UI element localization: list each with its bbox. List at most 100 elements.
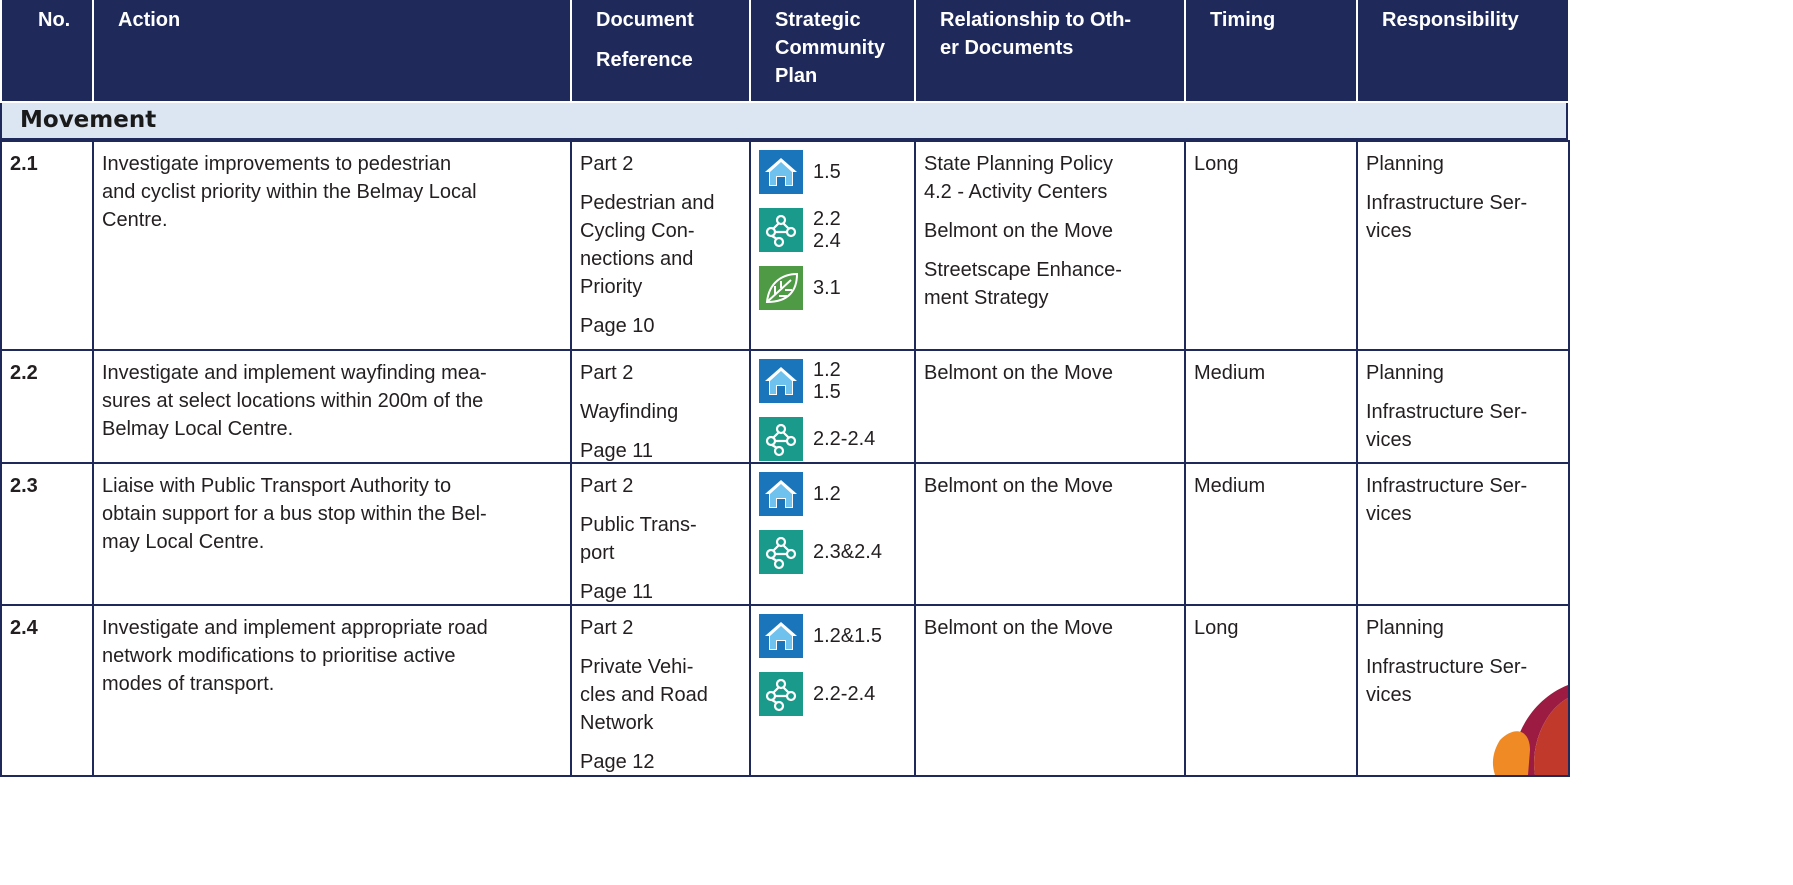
number-cell: 2.4: [0, 604, 94, 777]
responsibility-cell: Planning Infrastructure Ser-vices: [1356, 349, 1570, 464]
paragraph: State Planning Policy 4.2 - Activity Cent…: [924, 150, 1176, 206]
header-text: Responsibility: [1382, 9, 1519, 31]
scp-label: 2.2-2.4: [813, 683, 876, 705]
icon-leaf: [759, 266, 803, 310]
timing: Long: [1194, 153, 1239, 175]
scp-labels: 2.2-2.4: [813, 683, 875, 705]
scp-labels: 2.2-2.4: [813, 428, 875, 450]
scp-labels: 1.5: [813, 161, 841, 183]
text-line: vices: [1366, 503, 1412, 525]
text-line: Cycling Con-: [580, 220, 695, 242]
row-number: 2.1: [10, 153, 38, 175]
timing: Long: [1194, 617, 1239, 639]
action-cell: Investigate and implement appropriate ro…: [92, 604, 572, 777]
scp-label: 1.5: [813, 381, 841, 403]
text-line: Page 11: [580, 581, 654, 603]
scp-label: 2.2-2.4: [813, 428, 876, 450]
header-text: Relationship to Oth-: [940, 9, 1132, 31]
paragraph: Streetscape Enhance-ment Strategy: [924, 256, 1176, 312]
text-line: Infrastructure Ser-: [1366, 401, 1528, 423]
row-number: 2.2: [10, 362, 38, 384]
header-cell: Relationship to Oth-er Documents: [914, 0, 1186, 103]
responsibility-cell: Planning Infrastructure Ser-vices: [1356, 604, 1570, 777]
icon-home: [759, 614, 803, 658]
text-line: Belmont on the Move: [924, 617, 1113, 639]
header-text: Community: [775, 37, 885, 59]
scp-item: 2.2-2.4: [759, 417, 906, 461]
timing-cell: Long: [1184, 140, 1358, 351]
text-line: Belmont on the Move: [924, 220, 1113, 242]
text-line: vices: [1366, 429, 1412, 451]
responsibility-cell: Infrastructure Ser-vices: [1356, 462, 1570, 606]
paragraph: Part 2: [580, 359, 741, 387]
relationship-cell: Belmont on the Move: [914, 349, 1186, 464]
text-line: Centre.: [102, 209, 168, 231]
header-cell: No.: [0, 0, 94, 103]
text-line: Belmay Local Centre.: [102, 418, 294, 440]
document-cell: Part 2 Public Trans-port Page 11: [570, 462, 751, 606]
text-line: 4.2 - Activity Centers: [924, 181, 1108, 203]
scp-cell: 1.5 2.2 2.4 3.1: [749, 140, 916, 351]
scp-label: 2.2: [813, 208, 841, 230]
scp-labels: 3.1: [813, 277, 841, 299]
paragraph: Wayfinding: [580, 398, 741, 426]
text-line: obtain support for a bus stop within the…: [102, 503, 487, 525]
text-line: Priority: [580, 276, 643, 298]
icon-network: [759, 672, 803, 716]
row-number: 2.3: [10, 475, 38, 497]
paragraph: Page 11: [580, 437, 741, 462]
text-line: port: [580, 542, 615, 564]
scp-item: 3.1: [759, 266, 906, 310]
paragraph: Pedestrian and Cycling Con-nections and Pr…: [580, 189, 741, 301]
scp-cell: 1.2&1.5 2.2-2.4: [749, 604, 916, 777]
text-line: Private Vehi-: [580, 656, 694, 678]
header-cell: Action: [92, 0, 572, 103]
text-line: Part 2: [580, 475, 634, 497]
text-line: and cyclist priority within the Belmay L…: [102, 181, 477, 203]
timing: Medium: [1194, 362, 1266, 384]
text-line: Public Trans-: [580, 514, 697, 536]
icon-network: [759, 530, 803, 574]
relationship-cell: Belmont on the Move: [914, 462, 1186, 606]
paragraph: Belmont on the Move: [924, 359, 1176, 387]
paragraph: Belmont on the Move: [924, 614, 1176, 642]
scp-cell: 1.2 1.5 2.2-2.4: [749, 349, 916, 464]
text-line: Part 2: [580, 617, 634, 639]
text-line: Infrastructure Ser-: [1366, 656, 1528, 678]
header-text: Strategic: [775, 9, 861, 31]
scp-labels: 1.2 1.5: [813, 359, 841, 403]
paragraph: Page 11: [580, 578, 741, 604]
text-line: State Planning Policy: [924, 153, 1114, 175]
responsibility-cell: Planning Infrastructure Ser-vices: [1356, 140, 1570, 351]
relationship-cell: Belmont on the Move: [914, 604, 1186, 777]
scp-item: 2.2 2.4: [759, 208, 906, 252]
paragraph: Planning: [1366, 150, 1560, 178]
header-text: Action: [118, 9, 181, 31]
header-text: Document: [596, 9, 694, 31]
text-line: Streetscape Enhance-: [924, 259, 1122, 281]
text-line: Page 12: [580, 751, 655, 773]
text-line: Infrastructure Ser-: [1366, 192, 1528, 214]
text-line: Part 2: [580, 362, 634, 384]
paragraph: Belmont on the Move: [924, 472, 1176, 500]
number-cell: 2.3: [0, 462, 94, 606]
scp-item: 1.2: [759, 472, 906, 516]
text-line: ment Strategy: [924, 287, 1049, 309]
row-number: 2.4: [10, 617, 38, 639]
scp-item: 2.3&2.4: [759, 530, 906, 574]
scp-label: 1.5: [813, 161, 841, 183]
paragraph: Part 2: [580, 150, 741, 178]
text-line: network modifications to prioritise acti…: [102, 645, 456, 667]
text-line: Infrastructure Ser-: [1366, 475, 1528, 497]
text-line: sures at select locations within 200m of…: [102, 390, 484, 412]
text-line: Liaise with Public Transport Authority t…: [102, 475, 452, 497]
text-line: Wayfinding: [580, 401, 679, 423]
header-text: er Documents: [940, 37, 1074, 59]
text-line: nections and: [580, 248, 694, 270]
header-cell: Document Reference: [570, 0, 751, 103]
scp-label: 1.2: [813, 359, 841, 381]
paragraph: Page 12: [580, 748, 741, 775]
text-line: Planning: [1366, 617, 1444, 639]
timing-cell: Long: [1184, 604, 1358, 777]
